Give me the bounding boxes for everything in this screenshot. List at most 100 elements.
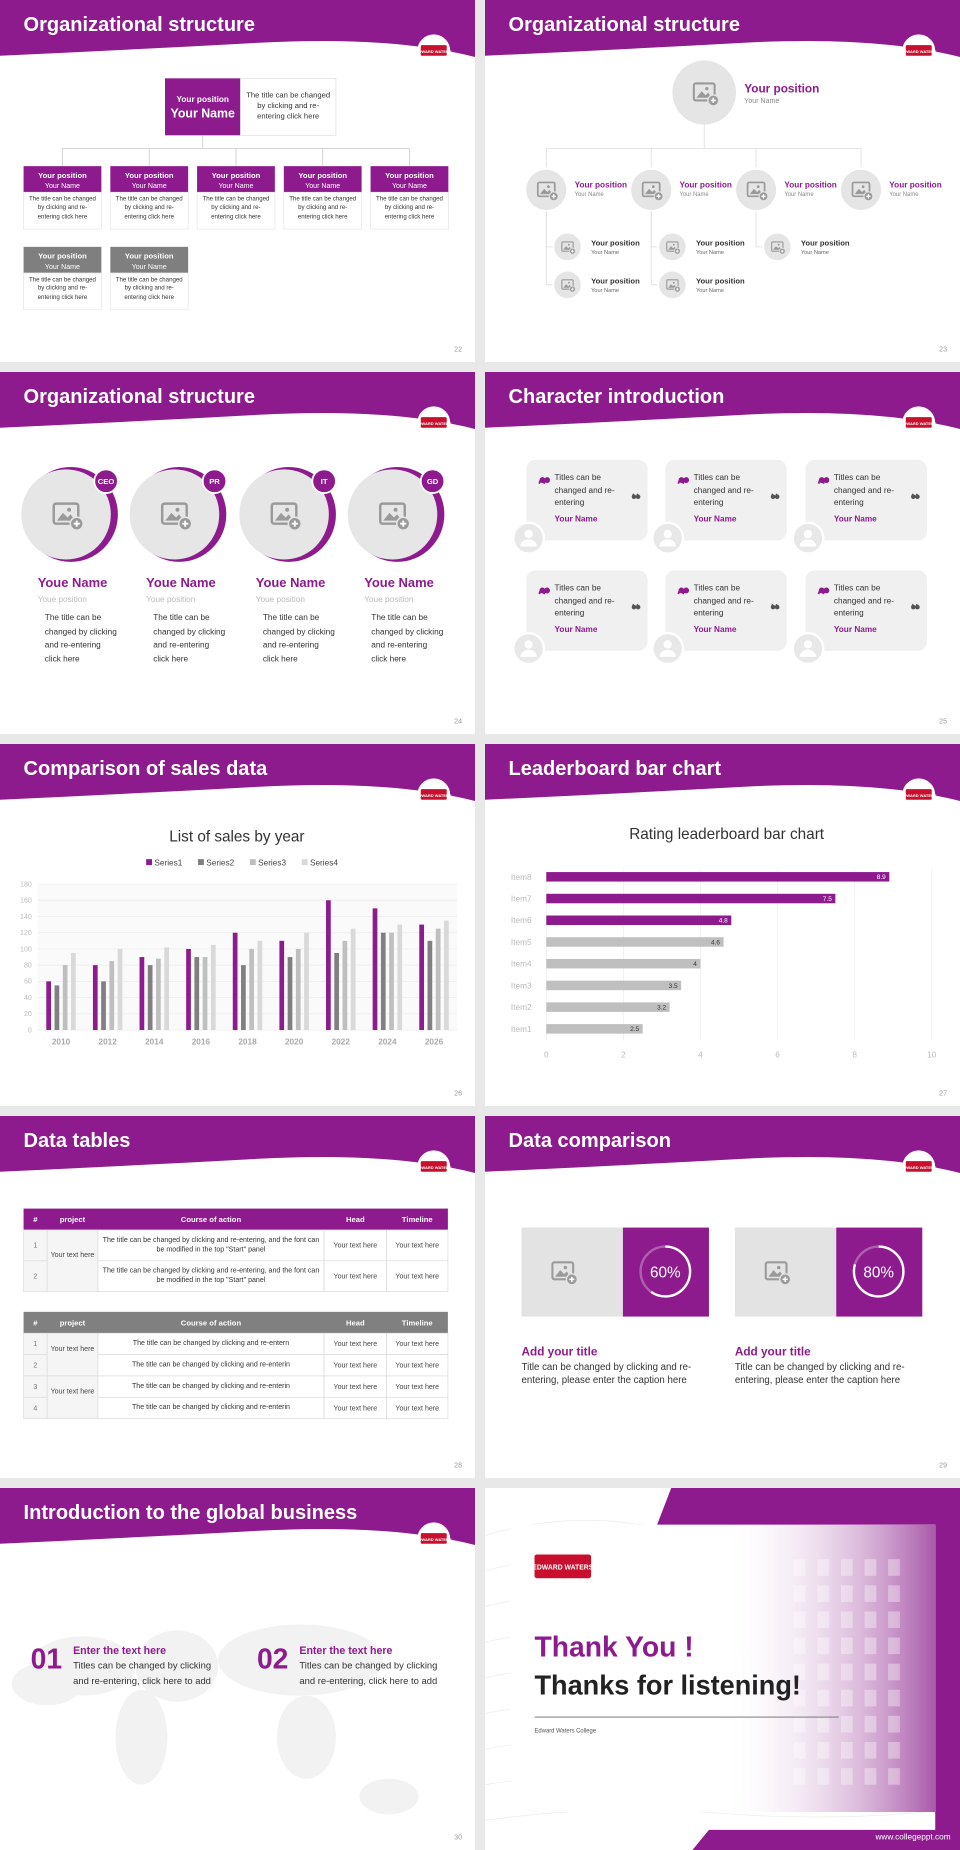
person-position: Youe position [364,595,414,604]
member-name: Your Name [392,182,427,190]
member-name: Your Name [132,182,167,190]
map-shape [115,1689,168,1785]
child-circle [657,231,688,263]
icon-sun [672,281,675,284]
table-cell-text: The title can be changed by clicking and… [102,1267,320,1285]
building-window [793,1768,806,1785]
y-tick-label: Item4 [511,960,532,969]
value-label: 8.9 [877,874,886,881]
logo-badge [905,1161,932,1172]
icon-mountain [165,512,184,521]
image-icon [746,181,769,202]
member-text-box [196,191,276,230]
slide-title: Character introduction [509,386,725,408]
value-label: 2.5 [630,1026,639,1033]
logo-badge [905,417,932,428]
x-tick-label: 8 [852,1050,857,1059]
table-header-cell: Head [346,1318,365,1327]
member-text-box: The title can be changed by clicking and… [289,195,357,221]
x-tick-label: 4 [698,1050,703,1059]
x-tick-label: 2024 [378,1037,397,1046]
quote-open [677,587,690,595]
child-circle [552,231,583,263]
quote-open [677,477,690,484]
icon-mountain [383,512,402,521]
slide: Introduction to the global business EDWAR… [0,1488,475,1850]
item-title: Enter the text here [73,1645,166,1657]
slide: Organizational structure EDWARD WATERS 24 C… [0,372,475,734]
map-shape [276,1695,336,1779]
x-tick-label: 2026 [425,1037,444,1046]
bar [546,872,890,882]
page-number: 30 [454,1833,462,1841]
member-text: The title can be changed by clicking and… [202,195,270,221]
bar [232,932,238,1031]
image-icon [536,181,559,202]
logo-text: EDWARD WATERS [416,1165,452,1170]
website-url: www.collegeppt.com [874,1832,950,1841]
bar [389,932,394,1031]
table-cell-text-box: The title can be changed by clicking and… [103,1237,320,1254]
table-cell-text: 4 [33,1404,37,1412]
building-window [888,1637,900,1655]
person-text: The title can be changed by clicking and… [153,614,226,664]
bar [380,932,386,1031]
image-icon [270,502,302,531]
image-icon [692,82,720,107]
bar [342,940,348,1031]
branch-name: Your Name [784,192,814,198]
icon-mountain [274,512,294,521]
logo-badge [420,1533,447,1544]
building-window [793,1637,806,1655]
table-cell-text-box: The title can be changed by clicking and… [132,1361,290,1368]
branch-circle [628,167,674,213]
logo-text: EDWARD WATERS [416,49,452,54]
map-shape [11,1662,83,1706]
quote-open [817,587,830,595]
logo-text: EDWARD WATERS [532,1564,593,1571]
y-tick-label: 80 [24,962,32,970]
person-text-box: The title can be changed by clicking and… [371,614,443,663]
image-icon [52,502,84,531]
building-window [888,1689,900,1707]
table-project: Your text here [50,1251,95,1260]
member-text: The title can be changed by clicking and… [289,195,357,221]
icon-plus [710,97,716,104]
person-name: Youe Name [146,575,216,590]
building-window [864,1663,877,1681]
branch-name: Your Name [575,192,605,198]
icon-sun [756,185,760,189]
card-text: Titles can be changed and re-entering [554,584,615,618]
building-window [888,1768,900,1785]
icon-plus [571,249,574,253]
member-text-box: The title can be changed by clicking and… [116,196,183,220]
x-tick-label: 10 [927,1050,937,1059]
building-window [888,1663,900,1681]
bar [241,965,246,1031]
table-merged-cell [46,1229,99,1293]
table-cell-text: The title can be changed by clicking and… [131,1382,291,1390]
table-cell-text: Your text here [395,1242,439,1250]
person-text-box: The title can be changed by clicking and… [153,614,226,664]
quote-card [805,459,927,541]
y-tick-label: Item1 [511,1025,532,1034]
icon-plus [73,520,80,527]
x-tick-label: 2014 [145,1037,164,1046]
card-name: Your Name [834,515,877,524]
percent-label: 80% [863,1264,894,1281]
card-text: Titles can be changed and re-entering [833,584,894,618]
icon-plus [551,194,556,199]
building-window [864,1715,877,1733]
bar [164,947,170,1031]
table-cell-text: Your text here [334,1340,378,1348]
bar [419,924,424,1031]
icon-sun [777,243,780,246]
slide-title: Comparison of sales data [24,758,269,780]
bar [46,981,52,1031]
card-name: Your Name [834,625,877,634]
icon-sun [393,507,398,512]
bar [546,980,682,991]
person-text-box: The title can be changed by clicking and… [263,614,335,663]
value-label: 4.6 [711,939,720,946]
x-tick-label: 2 [621,1050,626,1059]
